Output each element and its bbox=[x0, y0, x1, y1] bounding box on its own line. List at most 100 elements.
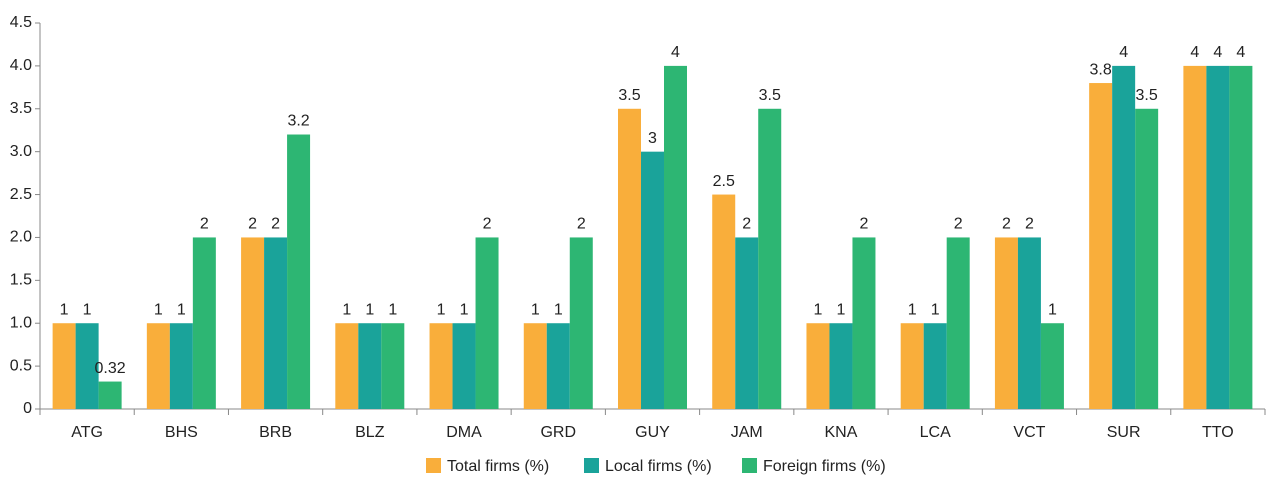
data-label: 4 bbox=[1213, 44, 1222, 61]
x-tick-label: DMA bbox=[446, 424, 482, 441]
data-label: 1 bbox=[931, 301, 940, 318]
legend-label: Local firms (%) bbox=[605, 458, 712, 475]
y-tick-label: 1.5 bbox=[10, 272, 32, 289]
legend-swatch bbox=[584, 458, 599, 473]
data-label: 1 bbox=[460, 301, 469, 318]
bar bbox=[569, 237, 593, 409]
data-label: 4 bbox=[671, 44, 680, 61]
bar bbox=[452, 323, 476, 409]
data-label: 2 bbox=[1002, 216, 1011, 233]
data-label: 1 bbox=[531, 301, 540, 318]
y-tick-label: 3.5 bbox=[10, 100, 32, 117]
bar bbox=[169, 323, 193, 409]
data-label: 2 bbox=[577, 216, 586, 233]
legend-label: Total firms (%) bbox=[447, 458, 549, 475]
data-label: 1 bbox=[154, 301, 163, 318]
data-label: 2 bbox=[742, 216, 751, 233]
data-label: 3.5 bbox=[618, 87, 640, 104]
x-tick-label: ATG bbox=[71, 424, 103, 441]
bar bbox=[1135, 108, 1159, 410]
x-tick-label: GRD bbox=[540, 424, 576, 441]
x-tick-label: LCA bbox=[920, 424, 951, 441]
y-tick-label: 3.0 bbox=[10, 143, 32, 160]
data-label: 3.5 bbox=[1136, 87, 1158, 104]
data-label: 1 bbox=[814, 301, 823, 318]
bar bbox=[1040, 323, 1064, 409]
x-tick-label: BLZ bbox=[355, 424, 385, 441]
bar bbox=[735, 237, 759, 409]
data-label: 1 bbox=[554, 301, 563, 318]
data-label: 3.8 bbox=[1090, 61, 1112, 78]
bar bbox=[806, 323, 830, 409]
x-tick-label: BRB bbox=[259, 424, 292, 441]
bar bbox=[641, 151, 664, 409]
data-label: 1 bbox=[837, 301, 846, 318]
bar bbox=[923, 323, 947, 409]
data-label: 4 bbox=[1190, 44, 1199, 61]
data-label: 1 bbox=[437, 301, 446, 318]
x-tick-label: TTO bbox=[1202, 424, 1234, 441]
data-label: 1 bbox=[365, 301, 374, 318]
x-tick-label: BHS bbox=[165, 424, 198, 441]
bar bbox=[1112, 65, 1136, 409]
bar bbox=[381, 323, 405, 409]
data-label: 1 bbox=[60, 301, 69, 318]
bar bbox=[852, 237, 876, 409]
legend-label: Foreign firms (%) bbox=[763, 458, 886, 475]
x-tick-label: JAM bbox=[731, 424, 763, 441]
y-tick-label: 4.0 bbox=[10, 57, 32, 74]
y-tick-label: 0.5 bbox=[10, 357, 32, 374]
data-label: 4 bbox=[1236, 44, 1245, 61]
data-label: 2 bbox=[483, 216, 492, 233]
data-label: 3.5 bbox=[759, 87, 781, 104]
bar bbox=[900, 323, 924, 409]
bar bbox=[429, 323, 453, 409]
data-label: 2 bbox=[248, 216, 257, 233]
bar bbox=[946, 237, 970, 409]
x-tick-label: VCT bbox=[1013, 424, 1045, 441]
y-tick-label: 4.5 bbox=[10, 14, 32, 31]
bar bbox=[475, 237, 499, 409]
bar bbox=[264, 237, 288, 409]
data-label: 3.2 bbox=[287, 113, 309, 130]
data-label: 1 bbox=[177, 301, 186, 318]
y-tick-label: 2.5 bbox=[10, 186, 32, 203]
bar bbox=[192, 237, 216, 409]
bar bbox=[829, 323, 853, 409]
bar bbox=[618, 108, 641, 410]
data-label: 2 bbox=[1025, 216, 1034, 233]
bar bbox=[335, 323, 359, 409]
bar bbox=[1089, 83, 1113, 410]
data-label: 3 bbox=[648, 130, 657, 147]
data-label: 2 bbox=[954, 216, 963, 233]
data-label: 2 bbox=[860, 216, 869, 233]
bar bbox=[994, 237, 1018, 409]
bar bbox=[1229, 65, 1253, 409]
x-tick-label: GUY bbox=[635, 424, 670, 441]
y-tick-label: 1.0 bbox=[10, 314, 32, 331]
bar bbox=[241, 237, 265, 409]
data-label: 1 bbox=[908, 301, 917, 318]
legend-swatch bbox=[426, 458, 441, 473]
y-tick-label: 0 bbox=[23, 400, 32, 417]
data-label: 2 bbox=[271, 216, 280, 233]
bar bbox=[546, 323, 570, 409]
x-tick-label: KNA bbox=[825, 424, 858, 441]
y-tick-label: 2.0 bbox=[10, 229, 32, 246]
bar bbox=[712, 194, 736, 409]
data-label: 1 bbox=[388, 301, 397, 318]
bar bbox=[358, 323, 382, 409]
bar bbox=[1183, 65, 1207, 409]
bar bbox=[664, 65, 687, 409]
data-label: 4 bbox=[1119, 44, 1128, 61]
bar bbox=[52, 323, 76, 409]
data-label: 2.5 bbox=[713, 173, 735, 190]
data-label: 1 bbox=[83, 301, 92, 318]
legend-swatch bbox=[742, 458, 757, 473]
bar bbox=[1017, 237, 1041, 409]
bar bbox=[287, 134, 311, 409]
bar bbox=[146, 323, 170, 409]
data-label: 0.32 bbox=[95, 360, 126, 377]
x-tick-label: SUR bbox=[1107, 424, 1141, 441]
